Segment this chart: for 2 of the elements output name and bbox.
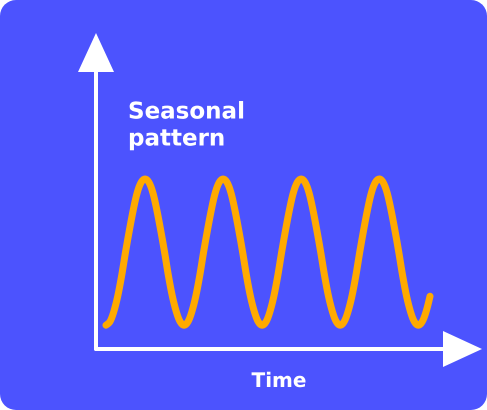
chart-title: Seasonal pattern [128,98,253,152]
x-axis-title: Time [252,368,306,392]
